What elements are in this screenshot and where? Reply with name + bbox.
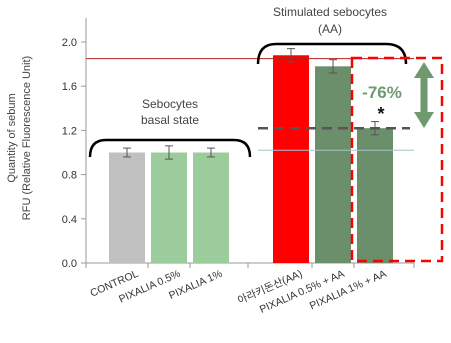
reduction-percent-label: -76% xyxy=(362,83,402,102)
group-label-stimulated-line1: Stimulated sebocytes xyxy=(273,5,387,19)
highlight-box xyxy=(350,56,444,263)
significance-star: * xyxy=(377,104,384,124)
reduction-arrow-head-top xyxy=(414,62,434,78)
group-brace-stimulated xyxy=(256,42,408,65)
group-brace-basal xyxy=(88,138,252,158)
bar xyxy=(109,152,145,263)
group-label-basal-line1: Sebocytes xyxy=(142,97,198,111)
bar xyxy=(315,66,351,263)
bar xyxy=(193,152,229,263)
y-tick-label: 2.0 xyxy=(62,37,77,49)
y-axis-unit: RFU (Relative Fluorescence Unit) xyxy=(21,56,33,220)
group-label-basal-line2: basal state xyxy=(141,113,199,127)
bar xyxy=(357,128,393,263)
y-tick-label: 1.2 xyxy=(62,125,77,137)
y-tick-label: 0.0 xyxy=(62,258,77,270)
y-axis-title: Quantity of sebum xyxy=(6,93,18,182)
y-tick-label: 1.6 xyxy=(62,81,77,93)
bar xyxy=(273,55,309,264)
y-tick-label: 0.8 xyxy=(62,170,77,182)
reduction-arrow-head-bottom xyxy=(414,112,434,128)
bar xyxy=(151,152,187,263)
group-label-stimulated-line2: (AA) xyxy=(318,22,342,36)
y-tick-label: 0.4 xyxy=(62,214,77,226)
